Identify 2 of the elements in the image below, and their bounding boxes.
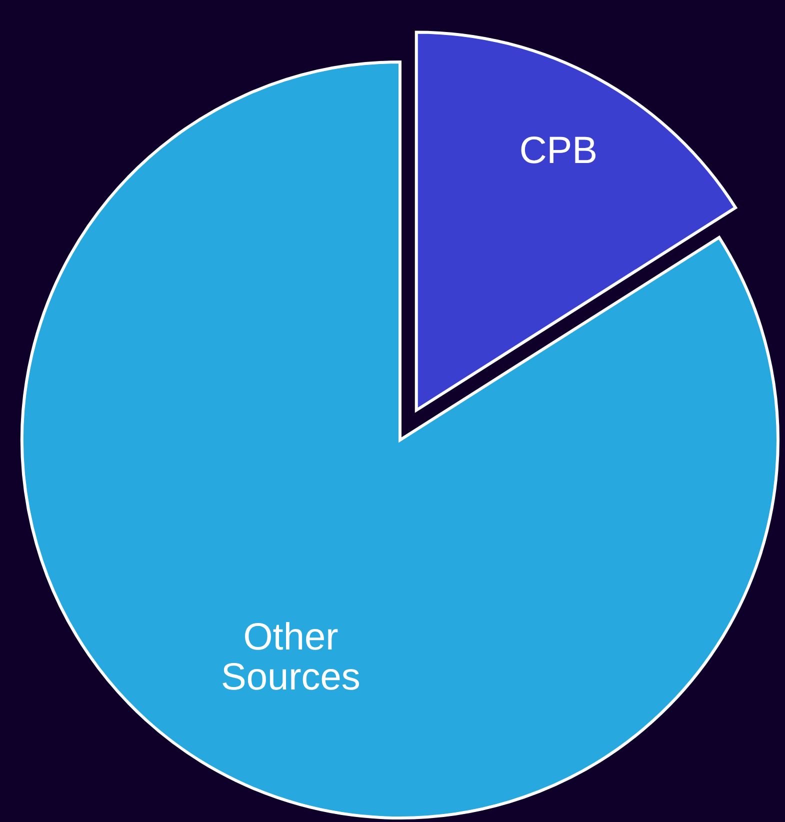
slice-label: Other Sources <box>221 616 360 699</box>
slice-label: CPB <box>519 130 598 172</box>
